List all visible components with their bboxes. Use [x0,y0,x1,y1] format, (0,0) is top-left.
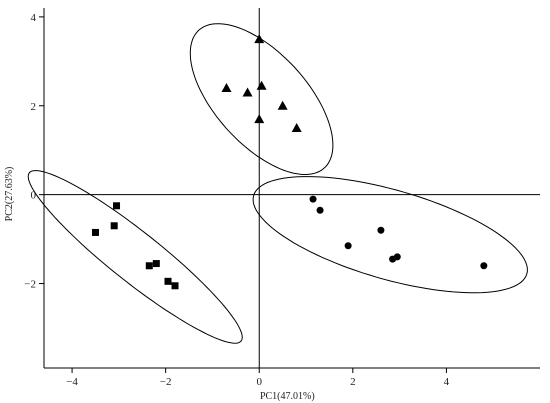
triangle-point [254,114,265,124]
square-point [152,260,160,268]
confidence-ellipse-triangle [189,23,334,175]
circle-point [377,226,385,234]
triangle-point [291,123,302,132]
x-tick-label: 4 [444,376,450,388]
square-point [110,222,118,230]
y-axis-label: PC2(27.63%) [4,167,15,222]
circle-point [344,242,352,250]
triangle-point [242,87,253,97]
confidence-ellipse-circle [252,176,528,294]
triangle-point [221,83,232,92]
x-tick-label: 2 [350,376,356,388]
square-point [113,202,121,210]
circle-point [309,195,317,203]
y-tick-label: 0 [31,190,37,202]
square-point [171,282,179,290]
x-tick-label: −4 [66,376,78,388]
confidence-ellipse-square [27,170,243,344]
square-point [91,228,99,236]
triangle-point [256,80,267,90]
ellipse-layer [27,23,528,344]
circle-point [393,253,401,261]
triangle-point [254,34,265,44]
circle-point [480,262,488,270]
x-tick-label: 0 [256,376,262,388]
square-point [145,262,153,270]
y-tick-label: −2 [24,279,36,291]
points-layer [91,34,488,290]
circle-point [316,206,324,214]
triangle-point [277,100,288,110]
labels-layer: PC1(47.01%) PC2(27.63%) [4,167,315,402]
reference-line-layer [44,8,540,368]
x-tick-label: −2 [160,376,172,388]
y-tick-label: 4 [31,12,37,24]
axes-layer: −4 −2 0 2 4 −2 0 2 4 [24,8,540,388]
x-axis-label: PC1(47.01%) [260,391,315,402]
square-point [164,277,172,285]
y-tick-label: 2 [31,101,37,113]
